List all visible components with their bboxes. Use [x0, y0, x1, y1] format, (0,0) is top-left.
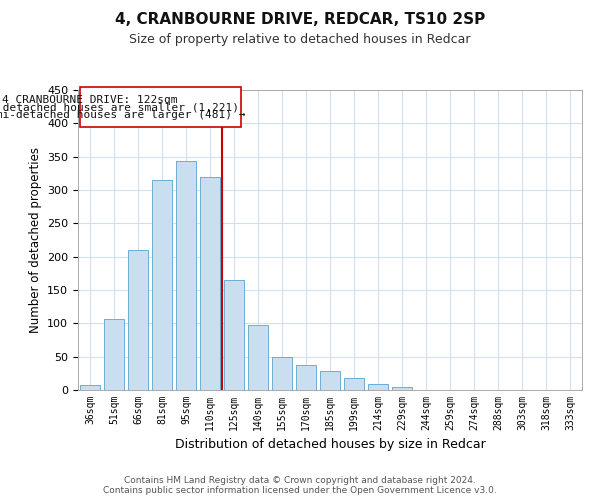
Text: ← 72% of detached houses are smaller (1,221): ← 72% of detached houses are smaller (1,…	[0, 102, 239, 112]
Bar	[248, 326, 268, 390]
Bar	[296, 366, 316, 390]
Bar	[392, 386, 412, 390]
Bar	[224, 280, 244, 390]
Bar	[176, 160, 196, 390]
Bar	[80, 386, 100, 390]
Text: Contains HM Land Registry data © Crown copyright and database right 2024.: Contains HM Land Registry data © Crown c…	[124, 476, 476, 485]
Bar	[80, 86, 241, 126]
Bar	[272, 356, 292, 390]
Text: 4 CRANBOURNE DRIVE: 122sqm: 4 CRANBOURNE DRIVE: 122sqm	[2, 94, 178, 104]
Text: Size of property relative to detached houses in Redcar: Size of property relative to detached ho…	[129, 32, 471, 46]
Text: Contains public sector information licensed under the Open Government Licence v3: Contains public sector information licen…	[103, 486, 497, 495]
Text: 28% of semi-detached houses are larger (481) →: 28% of semi-detached houses are larger (…	[0, 110, 245, 120]
Bar	[152, 180, 172, 390]
Bar	[368, 384, 388, 390]
Bar	[200, 176, 220, 390]
Bar	[344, 378, 364, 390]
Bar	[320, 370, 340, 390]
Text: 4, CRANBOURNE DRIVE, REDCAR, TS10 2SP: 4, CRANBOURNE DRIVE, REDCAR, TS10 2SP	[115, 12, 485, 28]
Bar	[128, 250, 148, 390]
Y-axis label: Number of detached properties: Number of detached properties	[29, 147, 41, 333]
X-axis label: Distribution of detached houses by size in Redcar: Distribution of detached houses by size …	[175, 438, 485, 452]
Bar	[104, 320, 124, 390]
